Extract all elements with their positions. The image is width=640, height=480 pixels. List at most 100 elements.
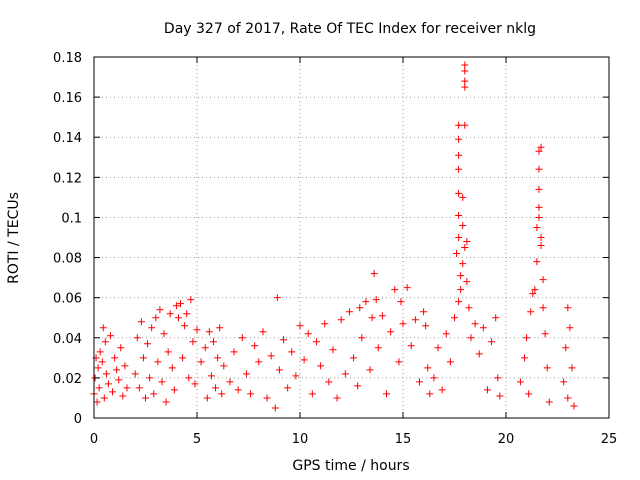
data-point: [177, 300, 185, 308]
data-point: [101, 338, 109, 346]
data-point: [455, 121, 463, 129]
data-point: [247, 390, 255, 398]
data-point: [238, 334, 246, 342]
data-point: [100, 394, 108, 402]
x-axis-label: GPS time / hours: [292, 458, 409, 474]
data-point: [455, 211, 463, 219]
data-point: [150, 390, 158, 398]
data-point: [263, 394, 271, 402]
y-tick-label: 0.18: [53, 51, 82, 66]
data-point: [185, 374, 193, 382]
data-point: [535, 147, 543, 155]
data-point: [539, 276, 547, 284]
data-point: [341, 370, 349, 378]
data-point: [461, 121, 469, 129]
data-point: [459, 193, 467, 201]
x-tick-label: 15: [395, 432, 412, 447]
data-point: [337, 316, 345, 324]
data-point: [242, 370, 250, 378]
data-point: [168, 364, 176, 372]
data-point: [191, 380, 199, 388]
x-tick-label: 0: [90, 432, 98, 447]
data-point: [197, 358, 205, 366]
data-point: [455, 151, 463, 159]
data-point: [455, 165, 463, 173]
data-point: [113, 366, 121, 374]
data-point: [109, 388, 117, 396]
data-point: [471, 320, 479, 328]
data-point: [446, 358, 454, 366]
data-point: [300, 356, 308, 364]
data-point: [312, 338, 320, 346]
data-point: [455, 189, 463, 197]
data-point: [399, 320, 407, 328]
data-point: [216, 324, 224, 332]
data-point: [156, 306, 164, 314]
data-point: [434, 344, 442, 352]
data-point: [383, 390, 391, 398]
y-tick-label: 0.04: [53, 332, 82, 347]
data-point: [527, 308, 535, 316]
data-point: [378, 312, 386, 320]
data-point: [193, 326, 201, 334]
data-point: [533, 223, 541, 231]
data-point: [205, 328, 213, 336]
data-point: [189, 338, 197, 346]
data-point: [403, 284, 411, 292]
x-tick-label: 5: [193, 432, 201, 447]
data-point: [422, 322, 430, 330]
data-point: [280, 336, 288, 344]
data-point: [387, 328, 395, 336]
y-tick-label: 0.08: [53, 252, 82, 267]
data-point: [152, 314, 160, 322]
x-tick-label: 25: [601, 432, 618, 447]
data-point: [135, 384, 143, 392]
data-point: [463, 278, 471, 286]
data-point: [111, 354, 119, 362]
data-point: [475, 350, 483, 358]
y-axis-ticks: 0 0.02 0.04 0.06 0.08 0.1 0.12 0.14 0.16 0.18: [53, 51, 609, 427]
data-point: [131, 370, 139, 378]
y-tick-label: 0.02: [53, 372, 82, 387]
data-point: [479, 324, 487, 332]
data-point: [568, 364, 576, 372]
data-point: [461, 61, 469, 69]
data-point: [533, 258, 541, 266]
data-point: [457, 272, 465, 280]
data-point: [271, 404, 279, 412]
data-point: [203, 394, 211, 402]
data-point: [391, 286, 399, 294]
data-point: [179, 354, 187, 362]
data-point: [160, 330, 168, 338]
y-tick-label: 0.06: [53, 292, 82, 307]
data-point: [455, 135, 463, 143]
data-point: [292, 372, 300, 380]
chart-title: Day 327 of 2017, Rate Of TEC Index for r…: [164, 21, 536, 37]
data-point: [273, 294, 281, 302]
data-point: [430, 374, 438, 382]
data-point: [329, 346, 337, 354]
data-point: [321, 320, 329, 328]
data-point: [154, 358, 162, 366]
data-point: [226, 378, 234, 386]
data-point: [172, 302, 180, 310]
x-tick-label: 10: [292, 432, 309, 447]
data-point: [164, 348, 172, 356]
data-point: [368, 314, 376, 322]
data-point: [494, 374, 502, 382]
data-point: [144, 340, 152, 348]
data-point: [461, 244, 469, 252]
data-point: [461, 83, 469, 91]
data-point: [370, 270, 378, 278]
data-point: [537, 234, 545, 241]
data-point: [395, 358, 403, 366]
data-point: [374, 344, 382, 352]
data-point: [545, 398, 553, 406]
data-point: [465, 304, 473, 312]
data-point: [350, 354, 358, 362]
y-tick-label: 0.1: [61, 211, 82, 226]
data-point: [451, 314, 458, 322]
data-point: [516, 378, 524, 386]
data-point: [214, 354, 222, 362]
